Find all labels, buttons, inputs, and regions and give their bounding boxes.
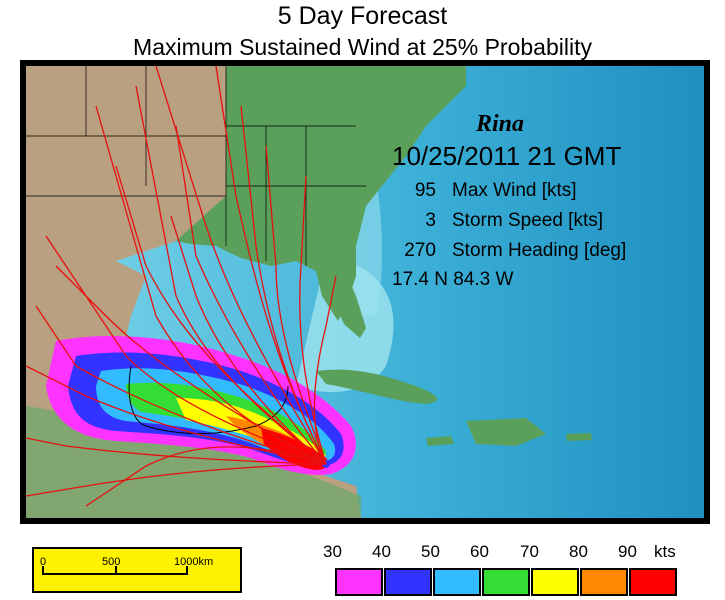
storm-heading-label: Storm Heading [deg] <box>452 240 627 261</box>
scale-tick <box>42 566 44 575</box>
scale-tick <box>186 566 188 575</box>
legend-swatch <box>384 568 432 596</box>
legend-label-40: 40 <box>372 542 391 561</box>
legend-label-50: 50 <box>421 542 440 561</box>
storm-speed-label: Storm Speed [kts] <box>452 210 604 231</box>
storm-name: Rina <box>476 111 525 137</box>
legend-unit: kts <box>654 542 676 561</box>
legend-label-70: 70 <box>520 542 539 561</box>
yucatan-outline <box>128 365 289 435</box>
max-wind-row: 95 Max Wind [kts] <box>384 180 577 202</box>
storm-position: 17.4 N 84.3 W <box>392 269 514 290</box>
map-canvas <box>26 66 704 518</box>
storm-speed-row: 3 Storm Speed [kts] <box>384 210 603 232</box>
storm-datetime: 10/25/2011 21 GMT <box>392 141 622 171</box>
max-wind-label: Max Wind [kts] <box>452 180 577 201</box>
storm-heading-value: 270 <box>404 240 436 261</box>
legend-label-60: 60 <box>470 542 489 561</box>
western-us-land <box>26 66 226 296</box>
distance-scale-bar: 0 500 1000km <box>32 547 242 593</box>
legend-label-80: 80 <box>569 542 588 561</box>
legend-swatch <box>335 568 383 596</box>
scale-label-500: 500 <box>102 556 121 568</box>
forecast-tracks <box>26 66 337 507</box>
legend-swatch <box>531 568 579 596</box>
legend-label-30: 30 <box>323 542 342 561</box>
hispaniola-land <box>466 418 546 446</box>
jamaica-land <box>426 436 454 446</box>
legend-swatch <box>629 568 677 596</box>
legend-swatch <box>580 568 628 596</box>
map-subtitle: Maximum Sustained Wind at 25% Probabilit… <box>133 34 592 60</box>
eastern-us-land <box>176 66 466 321</box>
scale-label-0: 0 <box>40 556 47 568</box>
storm-speed-value: 3 <box>425 210 436 231</box>
legend-swatch <box>482 568 530 596</box>
forecast-map <box>20 60 710 524</box>
legend-swatch <box>433 568 481 596</box>
map-title: 5 Day Forecast <box>277 2 448 30</box>
max-wind-value: 95 <box>414 180 436 201</box>
cuba-land <box>316 369 437 404</box>
wind-probability-swath <box>46 336 356 475</box>
florida-land <box>322 266 366 338</box>
legend-label-90: 90 <box>618 542 637 561</box>
puerto-rico-land <box>566 433 592 441</box>
scale-label-1000: 1000km <box>174 556 214 568</box>
scale-tick <box>115 566 117 575</box>
storm-heading-row: 270 Storm Heading [deg] <box>384 240 626 262</box>
